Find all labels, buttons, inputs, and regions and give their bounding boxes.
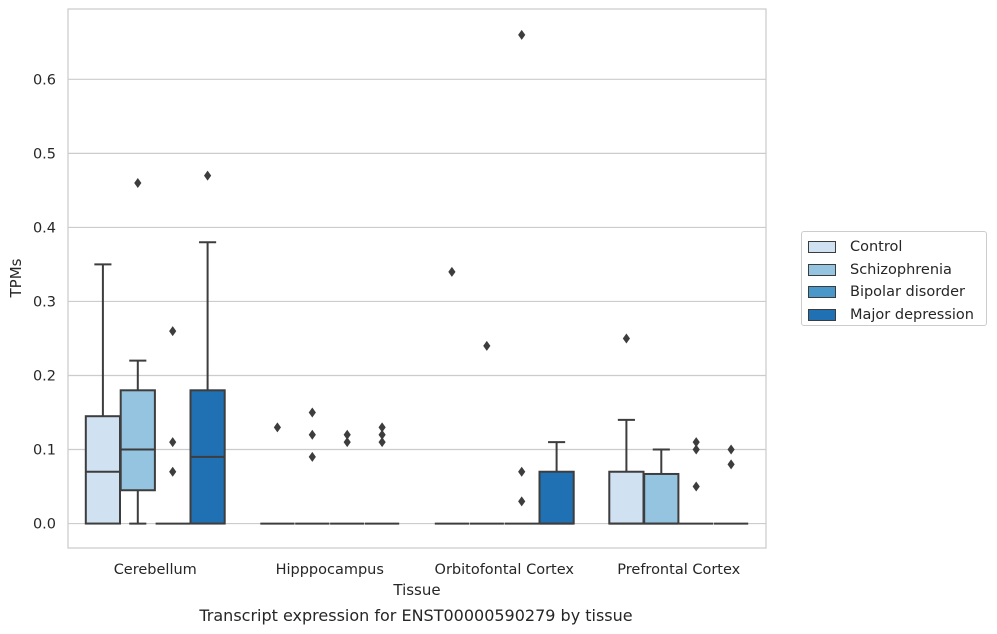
y-tick-label: 0.4: [33, 220, 56, 236]
legend-label: Bipolar disorder: [850, 284, 965, 301]
outlier-point: [692, 437, 700, 448]
outlier-point: [308, 429, 316, 440]
outlier-point: [308, 451, 316, 462]
outlier-point: [308, 407, 316, 418]
legend-label: Schizophrenia: [850, 261, 952, 278]
box-body: [608, 470, 645, 525]
outlier-point: [378, 429, 386, 440]
box-group: [434, 266, 470, 525]
legend-swatch: [808, 263, 836, 276]
outlier-point: [518, 29, 526, 40]
box-group: [643, 448, 680, 525]
legend-item: Control: [808, 236, 986, 259]
outlier-point: [448, 266, 456, 277]
outlier-point: [273, 422, 281, 433]
box-group: [260, 422, 295, 525]
x-tick-label: Cerebellum: [114, 562, 197, 578]
gridlines: [68, 78, 766, 525]
box-group: [119, 177, 156, 525]
box-group: [330, 429, 365, 525]
y-axis-label: TPMs: [7, 258, 25, 298]
y-tick-label: 0.3: [33, 294, 56, 310]
legend-item: Major depression: [808, 304, 986, 327]
legend-swatch: [808, 308, 836, 321]
outlier-point: [378, 437, 386, 448]
x-tick-label: Orbitofontal Cortex: [435, 562, 575, 578]
box-group: [84, 263, 122, 525]
box-group: [713, 444, 749, 525]
box-body: [119, 389, 156, 492]
x-tick-labels: Cerebellum Hipppocampus Orbitofontal Corte…: [114, 562, 741, 578]
x-tick-label: Prefrontal Cortex: [617, 562, 740, 578]
legend-swatch: [808, 286, 836, 299]
box-group: [679, 437, 714, 525]
outlier-point: [343, 437, 351, 448]
boxes: [84, 29, 749, 525]
legend-item: Bipolar disorder: [808, 281, 986, 304]
outlier-point: [692, 444, 700, 455]
box-group: [504, 29, 539, 525]
legend-item: Schizophrenia: [808, 259, 986, 282]
box-body: [538, 470, 575, 525]
y-tick-label: 0.5: [33, 146, 56, 162]
x-tick-label: Hipppocampus: [276, 562, 384, 578]
y-tick-label: 0.6: [33, 72, 56, 88]
legend-label: Major depression: [850, 306, 974, 323]
outlier-point: [169, 437, 177, 448]
x-axis-label: Tissue: [392, 581, 440, 599]
legend-swatch: [808, 241, 836, 254]
box-body: [643, 472, 680, 525]
outlier-point: [518, 496, 526, 507]
box-group: [155, 326, 190, 525]
y-tick-labels: 0.0 0.1 0.2 0.3 0.4 0.5 0.6: [33, 72, 56, 532]
outlier-point: [169, 326, 177, 337]
outlier-point: [343, 429, 351, 440]
outlier-point: [727, 444, 735, 455]
box-group: [295, 407, 330, 525]
outlier-point: [692, 481, 700, 492]
outlier-point: [204, 170, 212, 181]
outlier-point: [378, 422, 386, 433]
outlier-point: [518, 466, 526, 477]
box-body: [84, 415, 122, 525]
chart-caption: Transcript expression for ENST0000059027…: [199, 606, 633, 625]
box-group: [608, 333, 645, 525]
box-group: [469, 340, 504, 525]
y-tick-label: 0.2: [33, 368, 56, 384]
y-tick-label: 0.1: [33, 443, 56, 459]
legend-label: Control: [850, 239, 903, 256]
box-group: [538, 441, 575, 525]
outlier-point: [483, 340, 491, 351]
plot-frame: [67, 8, 767, 549]
outlier-point: [622, 333, 630, 344]
legend: Control Schizophrenia Bipolar disorder Majo…: [801, 231, 987, 326]
y-tick-label: 0.0: [33, 517, 56, 533]
box-group: [364, 422, 400, 525]
box-group: [189, 170, 226, 525]
outlier-point: [727, 459, 735, 470]
outlier-point: [169, 466, 177, 477]
outlier-point: [134, 177, 142, 188]
